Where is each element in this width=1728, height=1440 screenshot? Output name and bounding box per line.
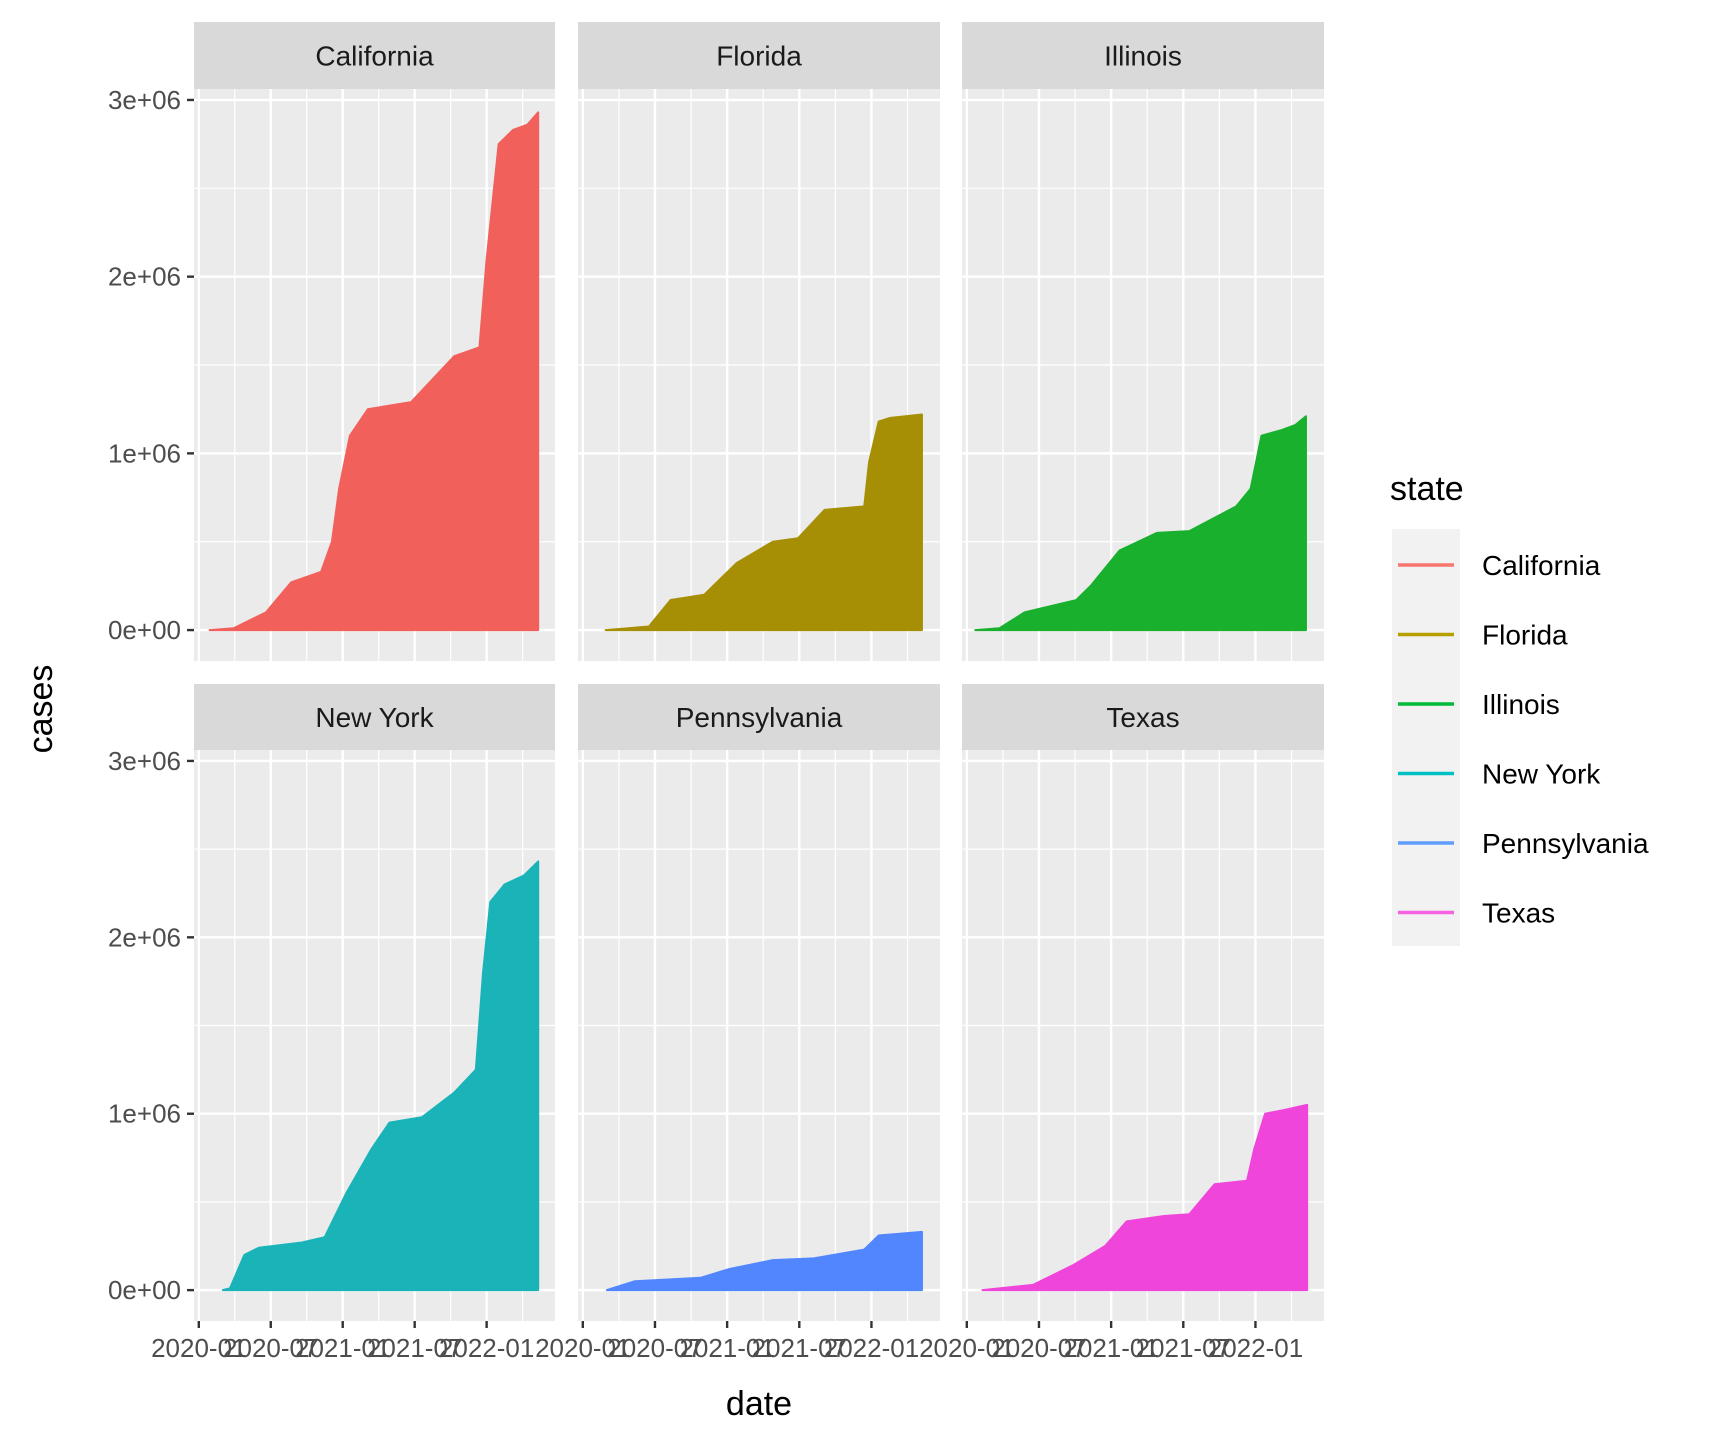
x-tick-label: 2021-01 — [295, 1333, 390, 1363]
x-tick-label: 2020-07 — [607, 1333, 702, 1363]
legend-label: Texas — [1482, 898, 1555, 929]
facet-strip-california — [194, 22, 555, 89]
x-tick-label: 2020-01 — [919, 1333, 1014, 1363]
y-tick-label: 2e+06 — [108, 262, 181, 292]
y-tick-label: 3e+06 — [108, 85, 181, 115]
panel-background-pennsylvania — [578, 750, 940, 1321]
x-tick-label: 2021-07 — [367, 1333, 462, 1363]
area-florida — [604, 413, 923, 632]
x-tick-label: 2020-01 — [151, 1333, 246, 1363]
x-tick-label: 2020-01 — [535, 1333, 630, 1363]
facet-strip-illinois — [962, 22, 1324, 89]
x-tick-label: 2020-07 — [223, 1333, 318, 1363]
area-illinois — [974, 415, 1307, 632]
y-tick-label: 0e+00 — [108, 1275, 181, 1305]
x-tick-label: 2020-07 — [991, 1333, 1086, 1363]
legend-label: Florida — [1482, 620, 1568, 651]
x-tick-label: 2022-01 — [824, 1333, 919, 1363]
y-tick-label: 3e+06 — [108, 746, 181, 776]
facet-strip-label: Pennsylvania — [676, 702, 843, 733]
facet-strip-label: Florida — [716, 41, 802, 72]
area-texas — [981, 1103, 1309, 1292]
x-axis-title: date — [726, 1385, 792, 1423]
legend-label: Pennsylvania — [1482, 828, 1649, 859]
y-tick-label: 1e+06 — [108, 438, 181, 468]
y-tick-label: 1e+06 — [108, 1099, 181, 1129]
legend-key-background — [1392, 529, 1460, 946]
y-tick-label: 0e+00 — [108, 615, 181, 645]
facet-strip-texas — [962, 684, 1324, 750]
area-new-york — [221, 860, 540, 1292]
facet-strip-new-york — [194, 684, 555, 750]
facet-strip-pennsylvania — [578, 684, 940, 750]
facet-strip-label: Texas — [1106, 702, 1179, 733]
y-tick-label: 2e+06 — [108, 922, 181, 952]
legend-label: New York — [1482, 759, 1601, 790]
x-tick-label: 2021-07 — [752, 1333, 847, 1363]
x-tick-label: 2022-01 — [439, 1333, 534, 1363]
area-pennsylvania — [605, 1230, 923, 1292]
y-axis-title: cases — [22, 665, 60, 754]
legend-label: California — [1482, 550, 1601, 581]
legend-label: Illinois — [1482, 689, 1560, 720]
x-tick-label: 2022-01 — [1208, 1333, 1303, 1363]
facet-strip-florida — [578, 22, 940, 89]
area-california — [208, 111, 540, 632]
legend-title: state — [1390, 470, 1464, 508]
facet-strip-label: California — [315, 41, 434, 72]
facet-strip-label: Illinois — [1104, 41, 1182, 72]
x-tick-label: 2021-07 — [1136, 1333, 1231, 1363]
x-tick-label: 2021-01 — [1063, 1333, 1158, 1363]
facet-strip-label: New York — [315, 702, 434, 733]
x-tick-label: 2021-01 — [679, 1333, 774, 1363]
